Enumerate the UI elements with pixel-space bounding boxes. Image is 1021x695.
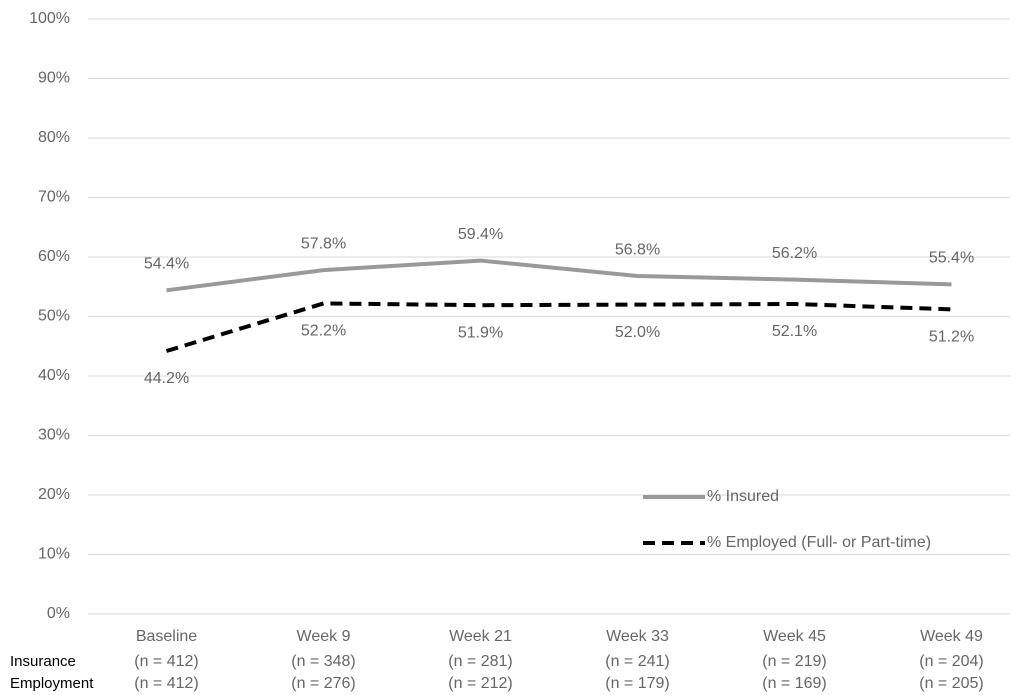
- data-label: 51.9%: [458, 324, 503, 341]
- sample-size: (n = 412): [134, 653, 198, 670]
- sample-size: (n = 169): [762, 675, 826, 692]
- y-tick-label: 20%: [38, 486, 70, 503]
- y-tick-label: 40%: [38, 367, 70, 384]
- legend-label: % Insured: [707, 488, 779, 505]
- sample-size: (n = 205): [919, 675, 983, 692]
- y-tick-label: 60%: [38, 248, 70, 265]
- sample-size: (n = 241): [605, 653, 669, 670]
- y-tick-label: 30%: [38, 427, 70, 444]
- sample-size: (n = 348): [291, 653, 355, 670]
- sample-size: (n = 204): [919, 653, 983, 670]
- x-tick-label: Week 9: [297, 628, 351, 645]
- legend-label: % Employed (Full- or Part-time): [707, 534, 931, 551]
- data-label: 44.2%: [144, 370, 189, 387]
- y-tick-label: 50%: [38, 308, 70, 325]
- y-tick-label: 10%: [38, 546, 70, 563]
- sample-size: (n = 219): [762, 653, 826, 670]
- x-tick-label: Week 33: [606, 628, 669, 645]
- sample-size: (n = 281): [448, 653, 512, 670]
- y-tick-label: 100%: [29, 10, 70, 27]
- series-line: [166, 258, 952, 293]
- sample-size: (n = 412): [134, 675, 198, 692]
- data-label: 52.0%: [615, 324, 660, 341]
- row-label: Employment: [10, 675, 94, 692]
- x-tick-label: Week 49: [920, 628, 983, 645]
- y-tick-label: 70%: [38, 189, 70, 206]
- sample-size: (n = 276): [291, 675, 355, 692]
- y-tick-label: 90%: [38, 70, 70, 87]
- data-label: 56.8%: [615, 241, 660, 258]
- data-label: 52.1%: [772, 323, 817, 340]
- x-tick-label: Week 21: [449, 628, 512, 645]
- data-label: 52.2%: [301, 323, 346, 340]
- data-label: 56.2%: [772, 245, 817, 262]
- series-line: [165, 301, 952, 353]
- y-tick-label: 0%: [47, 605, 70, 622]
- data-label: 54.4%: [144, 256, 189, 273]
- data-label: 55.4%: [929, 250, 974, 267]
- data-label: 59.4%: [458, 226, 503, 243]
- row-label: Insurance: [10, 653, 76, 670]
- data-label: 51.2%: [929, 329, 974, 346]
- y-tick-label: 80%: [38, 129, 70, 146]
- sample-size: (n = 212): [448, 675, 512, 692]
- data-label: 57.8%: [301, 235, 346, 252]
- sample-size: (n = 179): [605, 675, 669, 692]
- x-tick-label: Baseline: [136, 628, 197, 645]
- x-tick-label: Week 45: [763, 628, 826, 645]
